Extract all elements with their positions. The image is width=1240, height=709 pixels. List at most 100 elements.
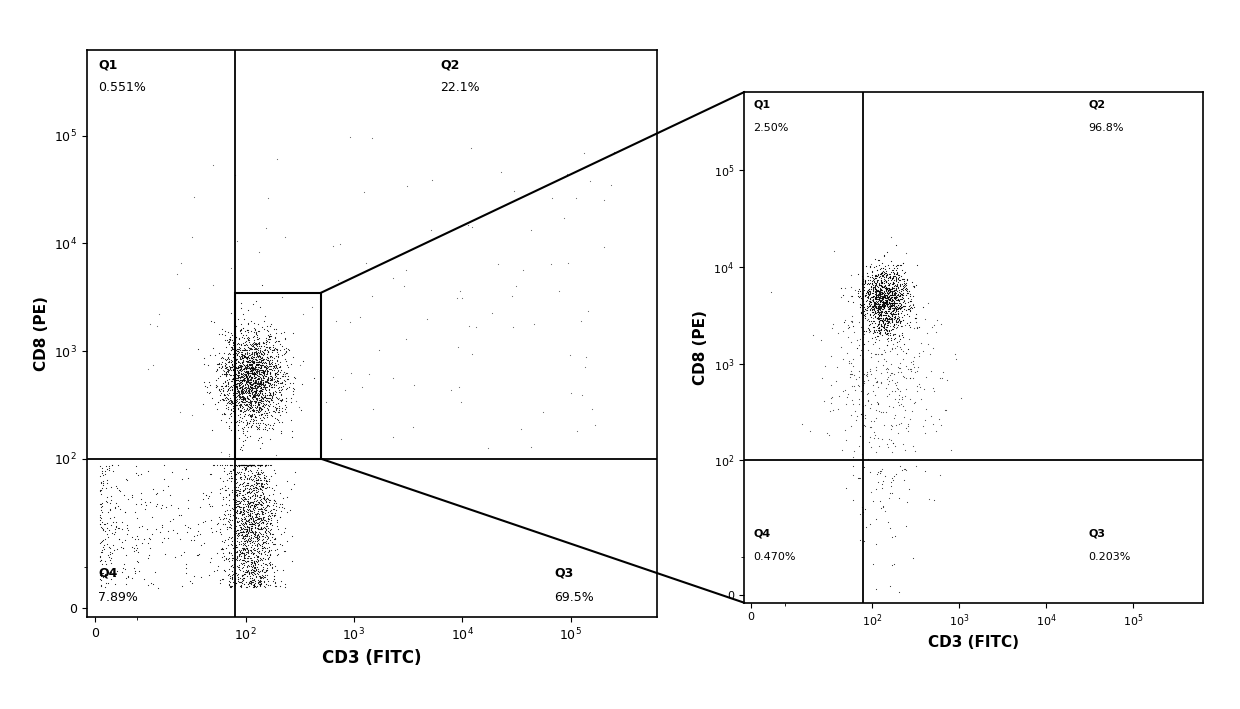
Point: [182, 578, 202, 589]
Point: [882, 308, 901, 319]
Point: [250, 518, 270, 529]
Point: [246, 582, 265, 593]
Point: [234, 393, 254, 405]
Point: [856, 521, 875, 532]
Point: [91, 566, 110, 578]
Point: [224, 460, 244, 471]
Point: [242, 364, 262, 376]
Point: [110, 503, 130, 515]
Point: [236, 351, 255, 362]
Point: [884, 291, 904, 303]
Point: [248, 528, 268, 540]
Point: [872, 296, 892, 308]
Point: [252, 490, 272, 501]
Point: [229, 496, 249, 507]
Point: [241, 379, 260, 390]
Point: [89, 574, 109, 585]
Point: [246, 510, 265, 522]
Point: [234, 542, 254, 554]
Point: [238, 318, 258, 329]
Point: [237, 521, 257, 532]
Point: [262, 330, 281, 342]
Point: [862, 277, 882, 289]
Point: [867, 289, 887, 301]
Point: [248, 372, 268, 384]
Point: [257, 395, 277, 406]
Point: [246, 523, 265, 534]
Point: [262, 514, 281, 525]
Point: [880, 481, 900, 492]
Point: [877, 328, 897, 340]
Point: [238, 396, 258, 407]
Point: [228, 359, 248, 370]
Point: [255, 459, 275, 471]
Point: [272, 396, 291, 407]
Point: [98, 506, 118, 518]
Point: [244, 347, 264, 358]
Point: [211, 483, 231, 494]
Point: [253, 377, 273, 389]
Point: [201, 387, 221, 398]
Point: [239, 474, 259, 485]
Point: [246, 549, 265, 561]
Point: [242, 486, 262, 497]
Point: [93, 469, 113, 481]
Point: [823, 319, 843, 330]
Point: [243, 382, 263, 393]
Point: [241, 523, 260, 535]
Point: [231, 535, 250, 547]
Point: [269, 404, 289, 415]
Point: [246, 347, 265, 358]
Point: [215, 388, 234, 399]
Point: [202, 527, 222, 538]
Point: [258, 329, 278, 340]
Point: [227, 381, 247, 393]
Point: [888, 259, 908, 271]
Point: [883, 270, 903, 281]
Point: [383, 372, 403, 384]
Point: [229, 414, 249, 425]
Point: [267, 351, 286, 362]
Point: [207, 547, 227, 559]
Point: [897, 289, 916, 301]
Point: [239, 353, 259, 364]
Point: [248, 523, 268, 535]
Point: [897, 274, 916, 286]
Point: [856, 290, 875, 301]
Point: [882, 289, 901, 301]
Point: [244, 330, 264, 341]
Point: [257, 563, 277, 574]
Point: [232, 348, 252, 359]
Point: [222, 355, 242, 367]
Point: [89, 552, 109, 563]
Point: [241, 537, 260, 549]
Point: [249, 380, 269, 391]
Point: [244, 371, 264, 382]
Point: [226, 362, 246, 374]
Point: [862, 276, 882, 287]
Point: [233, 359, 253, 370]
Point: [243, 376, 263, 387]
Point: [904, 351, 924, 362]
Point: [792, 418, 812, 430]
Point: [241, 359, 260, 371]
Point: [234, 572, 254, 584]
Point: [858, 292, 878, 303]
Point: [238, 469, 258, 481]
Point: [272, 376, 291, 388]
Point: [872, 292, 892, 303]
Point: [233, 356, 253, 367]
Point: [248, 380, 268, 391]
Point: [241, 366, 260, 377]
Point: [880, 293, 900, 304]
Point: [233, 375, 253, 386]
Point: [218, 352, 238, 364]
Point: [858, 286, 878, 297]
Point: [269, 362, 289, 373]
Point: [873, 263, 893, 274]
Point: [227, 354, 247, 365]
Point: [252, 376, 272, 388]
Point: [839, 321, 859, 333]
Point: [219, 555, 239, 566]
Point: [126, 461, 146, 472]
